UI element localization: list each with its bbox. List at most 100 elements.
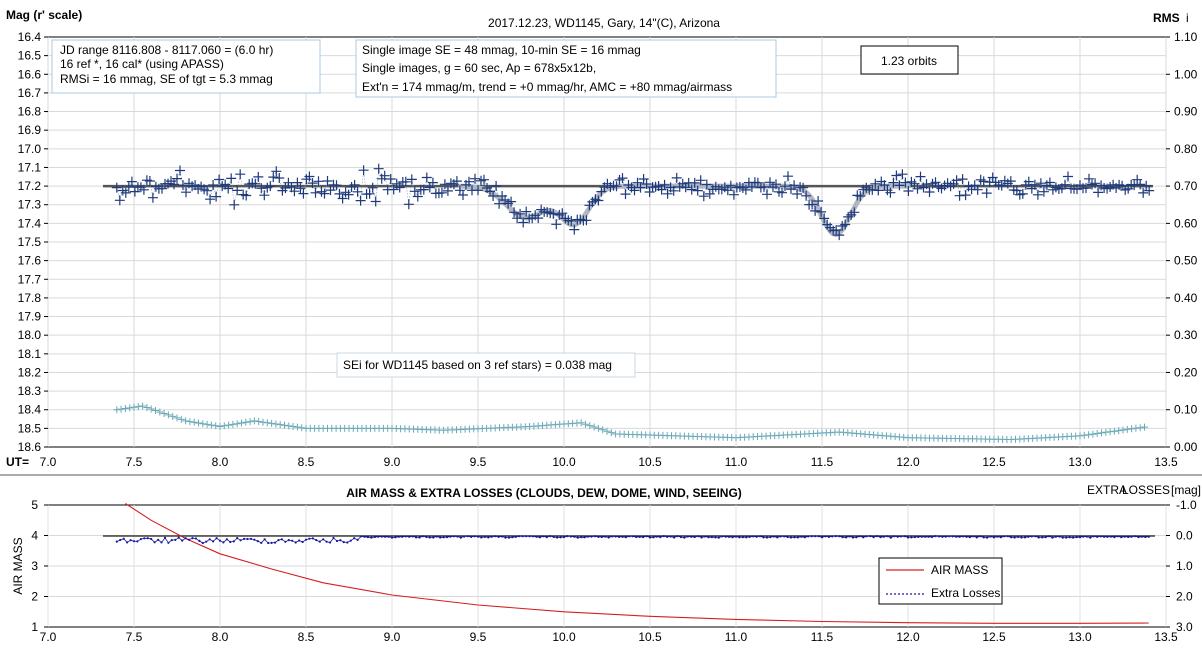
losses-point <box>449 535 452 538</box>
losses-point <box>580 536 583 539</box>
rms-point <box>1089 430 1097 438</box>
rms-point <box>1119 426 1127 434</box>
rms-point <box>285 422 293 430</box>
losses-point <box>167 541 170 544</box>
rms-point <box>1093 430 1101 437</box>
magnitude-point <box>728 189 739 200</box>
magnitude-point <box>891 170 902 181</box>
losses-point <box>593 535 597 538</box>
magnitude-point <box>810 205 821 216</box>
bottom-x-tick-label: 12.5 <box>982 630 1006 644</box>
magnitude-point <box>695 175 706 186</box>
losses-point <box>232 540 235 543</box>
rms-point <box>203 420 211 428</box>
losses-point <box>779 535 782 538</box>
losses-point <box>370 536 373 539</box>
losses-point <box>1068 536 1071 539</box>
losses-point <box>218 539 222 542</box>
rms-point <box>242 418 250 426</box>
bottom-left-tick-label: 5 <box>31 498 38 512</box>
top-x-tick-label: 9.0 <box>384 455 401 469</box>
magnitude-point <box>780 181 790 192</box>
losses-point <box>476 535 480 538</box>
losses-point <box>814 535 817 538</box>
losses-point <box>425 535 428 539</box>
losses-point <box>642 536 645 539</box>
rms-point <box>1076 432 1084 440</box>
rms-point <box>190 418 198 426</box>
losses-point <box>445 536 449 539</box>
losses-point <box>1044 536 1047 539</box>
losses-point <box>163 536 167 540</box>
top-left-tick-label: 17.0 <box>18 142 42 156</box>
magnitude-point <box>488 191 499 201</box>
magnitude-point <box>406 174 417 185</box>
magnitude-point <box>1135 179 1146 190</box>
losses-point <box>525 535 528 538</box>
losses-point <box>906 536 910 539</box>
magnitude-point <box>849 207 860 218</box>
magnitude-point <box>662 188 673 199</box>
magnitude-point <box>1023 176 1034 187</box>
magnitude-point <box>1038 186 1049 197</box>
magnitude-point <box>418 184 429 195</box>
losses-point <box>617 535 621 539</box>
magnitude-point <box>801 190 812 201</box>
rms-point <box>173 414 181 422</box>
magnitude-point <box>692 185 703 196</box>
top-right-tick-label: 0.90 <box>1174 105 1198 119</box>
losses-point <box>435 535 438 538</box>
losses-point <box>889 536 892 539</box>
losses-point <box>150 537 153 541</box>
losses-point <box>1058 535 1061 538</box>
legend-losses-label: Extra Losses <box>931 586 1000 600</box>
losses-point <box>1065 536 1068 539</box>
losses-point <box>573 535 576 538</box>
losses-point <box>796 536 800 539</box>
magnitude-point <box>304 171 315 182</box>
orbits-box: 1.23 orbits <box>860 45 959 75</box>
losses-point <box>236 537 239 540</box>
losses-point <box>387 535 390 538</box>
magnitude-point <box>214 174 225 185</box>
losses-point <box>1116 535 1119 538</box>
top-left-tick-label: 16.5 <box>18 49 42 63</box>
magnitude-point <box>388 184 399 195</box>
magnitude-point <box>292 177 303 188</box>
rms-point <box>199 420 207 428</box>
magnitude-point <box>960 190 971 201</box>
magnitude-point <box>635 182 646 193</box>
losses-point <box>917 535 920 539</box>
sei-note-frame <box>336 352 636 378</box>
magnitude-point <box>241 190 252 201</box>
losses-point <box>198 539 201 543</box>
top-x-tick-label: 7.5 <box>126 455 143 469</box>
bottom-chart: 5 4 3 2 1 -1.0 0.0 1.0 2.0 3.0 7.0 7.5 8.0 8.5 9.0 9.5 1… <box>11 483 1201 644</box>
losses-point <box>418 536 421 539</box>
rms-point <box>590 423 598 431</box>
losses-point <box>439 536 442 539</box>
top-left-tick-label: 18.6 <box>18 440 42 454</box>
magnitude-point <box>439 179 450 190</box>
bottom-x-tick-label: 10.0 <box>552 630 576 644</box>
losses-point <box>810 535 813 538</box>
magnitude-point <box>816 206 827 217</box>
bottom-x-tick-label: 12.0 <box>896 630 920 644</box>
bottom-tick-labels: 5 4 3 2 1 -1.0 0.0 1.0 2.0 3.0 7.0 7.5 8.0 8.5 9.0 9.5 1… <box>31 498 1197 644</box>
top-left-tick-label: 18.3 <box>18 384 42 398</box>
magnitude-point <box>169 179 179 190</box>
magnitude-point <box>951 175 962 186</box>
magnitude-point <box>819 213 830 224</box>
rms-point <box>603 427 611 435</box>
losses-point <box>243 537 246 541</box>
rms-point <box>582 420 589 428</box>
losses-point <box>1003 535 1006 538</box>
losses-point <box>284 540 287 543</box>
magnitude-point <box>789 180 800 191</box>
rms-point <box>1085 431 1093 439</box>
magnitude-point <box>813 196 824 206</box>
magnitude-point <box>671 172 682 183</box>
top-right-tick-label: 0.30 <box>1174 328 1198 342</box>
top-tick-labels: 16.4 16.5 16.6 16.7 16.8 16.9 17.0 17.1 17.2 17.3… <box>18 30 1198 469</box>
losses-point <box>394 536 397 539</box>
